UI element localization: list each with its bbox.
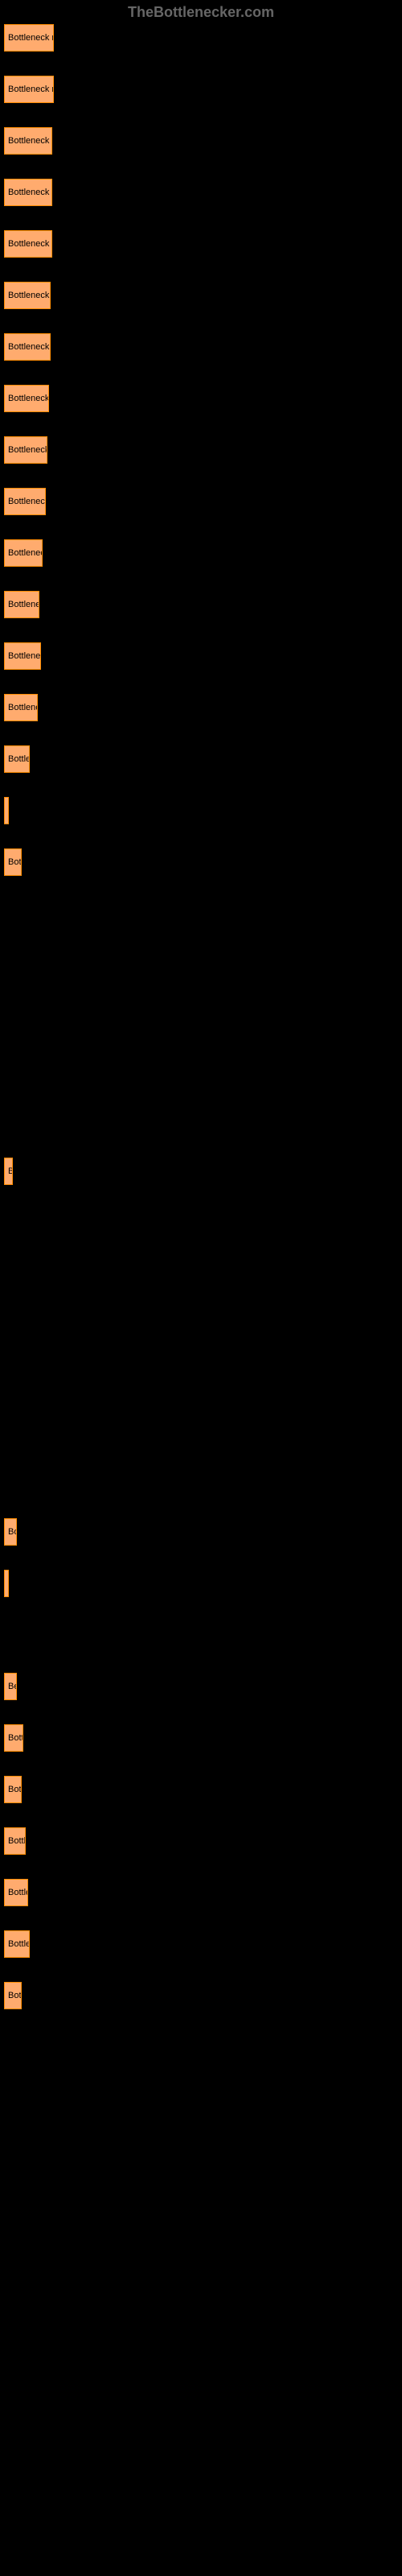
chart-bar: Bottleneck r xyxy=(4,488,46,515)
chart-bar: Bot xyxy=(4,848,22,876)
bar-row: Bottleneck re xyxy=(4,127,52,155)
bar-row: Bot xyxy=(4,1982,22,2009)
bar-row: Bottleneck re xyxy=(4,385,49,412)
chart-bar xyxy=(4,797,9,824)
bar-row: Bottleneck xyxy=(4,642,41,670)
chart-bar: Bottle xyxy=(4,1930,30,1958)
bar-row: B xyxy=(4,1158,13,1185)
chart-bar: Bottle xyxy=(4,745,30,773)
bar-row: Bot xyxy=(4,1776,22,1803)
bar-row: Bottlenec xyxy=(4,591,39,618)
bar-row: Be xyxy=(4,1673,17,1700)
chart-bar: Bottleneck re xyxy=(4,385,49,412)
chart-bar xyxy=(4,1570,9,1597)
chart-bar: Bo xyxy=(4,1518,17,1546)
bar-chart: Bottleneck res Bottleneck res Bottleneck r… xyxy=(4,24,398,2568)
chart-bar: Bottleneck res xyxy=(4,24,54,52)
bar-row: Bottleneck r xyxy=(4,488,46,515)
chart-bar: Bot xyxy=(4,1982,22,2009)
chart-bar: Bottleneck re xyxy=(4,179,52,206)
bar-row: Bottleneck re xyxy=(4,282,51,309)
bar-row: Bottleneck r xyxy=(4,436,47,464)
chart-bar: Bottleneck re xyxy=(4,282,51,309)
bar-row: Bottl xyxy=(4,1827,26,1855)
chart-bar: Bottleneck r xyxy=(4,436,47,464)
chart-bar: Be xyxy=(4,1673,17,1700)
chart-bar: Bottleneck xyxy=(4,642,41,670)
site-header: TheBottlenecker.com xyxy=(128,4,274,21)
chart-bar: Bottleneck xyxy=(4,539,43,567)
chart-bar: Bott xyxy=(4,1724,23,1752)
chart-bar: Bottleneck re xyxy=(4,333,51,361)
bar-row: Bottleneck re xyxy=(4,333,51,361)
bar-row: Bottlenec xyxy=(4,694,38,721)
bar-row: Bo xyxy=(4,1518,17,1546)
bar-row: Bottleneck xyxy=(4,539,43,567)
bar-row: Bottleneck res xyxy=(4,76,54,103)
chart-bar: Bottleneck re xyxy=(4,230,52,258)
chart-bar: Bottle xyxy=(4,1879,28,1906)
bar-row: Bottleneck re xyxy=(4,179,52,206)
bar-row: Bottle xyxy=(4,1879,28,1906)
chart-bar: Bot xyxy=(4,1776,22,1803)
bar-row: Bott xyxy=(4,1724,23,1752)
bar-row: Bot xyxy=(4,848,22,876)
chart-bar: Bottlenec xyxy=(4,591,39,618)
bar-row: Bottleneck re xyxy=(4,230,52,258)
bar-row xyxy=(4,797,9,824)
chart-bar: Bottleneck res xyxy=(4,76,54,103)
chart-bar: B xyxy=(4,1158,13,1185)
bar-row: Bottle xyxy=(4,745,30,773)
bar-row: Bottle xyxy=(4,1930,30,1958)
bar-row xyxy=(4,1570,9,1597)
bar-row: Bottleneck res xyxy=(4,24,54,52)
chart-bar: Bottlenec xyxy=(4,694,38,721)
chart-bar: Bottl xyxy=(4,1827,26,1855)
chart-bar: Bottleneck re xyxy=(4,127,52,155)
